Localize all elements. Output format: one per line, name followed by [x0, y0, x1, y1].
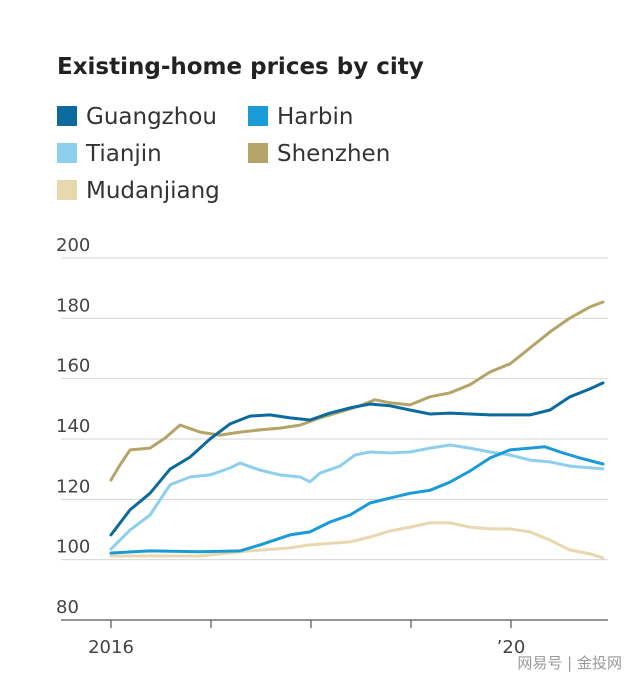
- legend-swatch: [57, 106, 77, 126]
- series-line: [109, 521, 605, 560]
- legend-label: Shenzhen: [277, 141, 390, 167]
- legend-label: Tianjin: [85, 141, 162, 167]
- legend-swatch: [57, 180, 77, 200]
- legend-label: Harbin: [277, 104, 353, 130]
- y-tick-label: 100: [56, 537, 90, 558]
- y-tick-label: 160: [56, 356, 90, 377]
- x-tick-label: ’20: [497, 637, 526, 658]
- legend-swatch: [248, 106, 268, 126]
- y-tick-label: 200: [56, 235, 90, 256]
- chart-title: Existing-home prices by city: [57, 54, 424, 80]
- watermark: 网易号 | 金投网: [517, 654, 622, 672]
- legend-label: Guangzhou: [86, 104, 217, 130]
- y-tick-label: 120: [56, 476, 90, 497]
- x-tick-label: 2016: [88, 637, 134, 658]
- legend-label: Mudanjiang: [86, 178, 220, 204]
- y-tick-label: 140: [56, 416, 90, 437]
- legend-swatch: [57, 143, 77, 163]
- y-tick-label: 180: [56, 295, 90, 316]
- series-line: [109, 445, 605, 555]
- legend-swatch: [248, 143, 268, 163]
- series-line: [109, 381, 605, 537]
- y-tick-label: 80: [56, 597, 79, 618]
